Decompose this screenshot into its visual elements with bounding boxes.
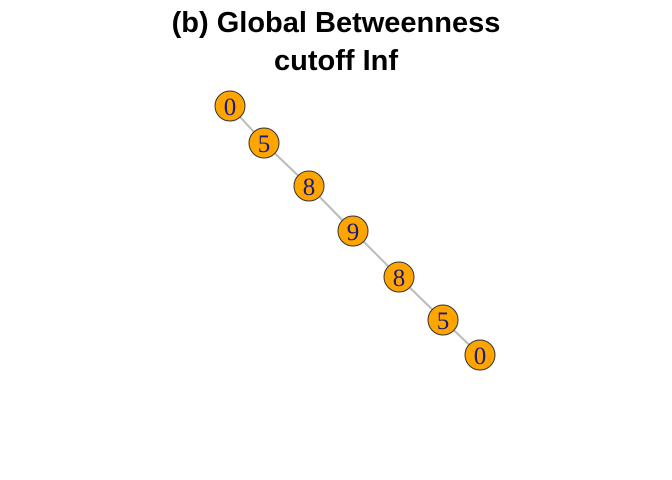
node-2: 5 xyxy=(248,127,280,159)
node-circle xyxy=(427,304,459,336)
node-label: 8 xyxy=(393,265,406,292)
node-label: 5 xyxy=(437,308,450,335)
node-label: 5 xyxy=(258,131,271,158)
node-circle xyxy=(464,339,496,371)
node-4: 9 xyxy=(337,215,369,247)
node-circle xyxy=(337,215,369,247)
node-circle xyxy=(214,90,246,122)
node-label: 8 xyxy=(303,174,316,201)
node-5: 8 xyxy=(383,261,415,293)
node-label: 0 xyxy=(474,343,487,370)
node-circle xyxy=(248,127,280,159)
node-7: 0 xyxy=(464,339,496,371)
chart-title-line-1: (b) Global Betweenness xyxy=(171,7,501,39)
node-3: 8 xyxy=(293,170,325,202)
node-circle xyxy=(383,261,415,293)
node-label: 0 xyxy=(224,94,237,121)
node-1: 0 xyxy=(214,90,246,122)
node-circle xyxy=(293,170,325,202)
node-label: 9 xyxy=(347,219,360,246)
chart-title-line-2: cutoff Inf xyxy=(273,45,398,77)
node-6: 5 xyxy=(427,304,459,336)
